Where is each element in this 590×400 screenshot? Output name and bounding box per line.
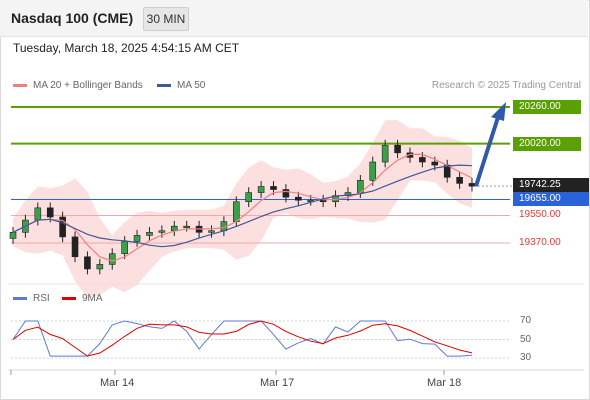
candle-9 [121,241,128,254]
legend-ma50: MA 50 [157,80,205,91]
ma20-label: MA 20 + Bollinger Bands [33,80,143,91]
legend-ma20: MA 20 + Bollinger Bands [13,80,143,91]
ma9-label: 9MA [82,293,103,304]
level-20020: 20020.00 [513,137,581,151]
timeframe-button[interactable]: 30 MIN [143,7,189,31]
candle-13 [170,225,178,232]
instrument-title: Nasdaq 100 (CME) [11,10,134,26]
candle-36 [456,176,463,184]
level-19370: 19370.00 [519,237,561,248]
candle-23 [295,196,302,201]
rsi-tick-70: 70 [520,315,532,326]
candle-8 [108,253,116,265]
candle-12 [158,230,166,233]
x-label-mar18: Mar 18 [427,377,462,389]
candle-5 [71,236,79,258]
ma50-swatch [157,84,171,87]
rsi-label: RSI [33,293,50,304]
candle-30 [381,144,389,163]
candle-11 [146,232,153,236]
candle-20 [257,186,265,193]
level-19655: 19655.00 [513,192,589,206]
candle-29 [369,161,377,181]
level-19550: 19550.00 [519,209,561,220]
header-bar: Nasdaq 100 (CME) 30 MIN [0,0,588,37]
credit-text: Research © 2025 Trading Central [431,80,581,91]
candle-16 [208,230,215,233]
candle-22 [282,189,290,198]
ma50-line [12,164,473,248]
rsi-9ma-line [12,320,473,357]
candle-10 [133,235,141,242]
forecast-arrow-head [491,102,506,121]
x-label-mar17: Mar 17 [260,377,295,389]
rsi-tick-30: 30 [520,352,532,363]
bollinger-band [13,120,472,299]
forecast-arrow-shaft [474,110,502,187]
candle-14 [183,225,190,228]
candle-21 [270,186,277,190]
candle-0 [9,232,17,239]
candle-3 [46,207,54,218]
legend-9ma: 9MA [62,293,103,304]
candle-25 [319,199,327,203]
ma20-swatch [13,84,27,87]
candle-31 [394,144,401,154]
ma50-label: MA 50 [177,80,206,91]
legend-rsi: RSI [13,293,50,304]
candle-37 [468,183,476,187]
candle-34 [431,161,439,166]
candle-7 [96,264,104,270]
level-current: 19742.25 [513,178,589,192]
rsi-swatch [13,297,27,300]
candle-4 [59,216,66,238]
candle-6 [84,256,91,270]
timestamp: Tuesday, March 18, 2025 4:54:15 AM CET [13,41,240,55]
x-label-mar14: Mar 14 [100,377,135,389]
ma20-line [12,153,473,262]
candle-18 [232,201,240,222]
ma9-swatch [62,297,76,300]
rsi-tick-50: 50 [520,334,532,345]
level-20260: 20260.00 [513,100,581,114]
rsi-line [12,320,473,357]
candle-19 [245,192,253,203]
candle-2 [34,207,42,221]
candle-33 [419,157,426,163]
